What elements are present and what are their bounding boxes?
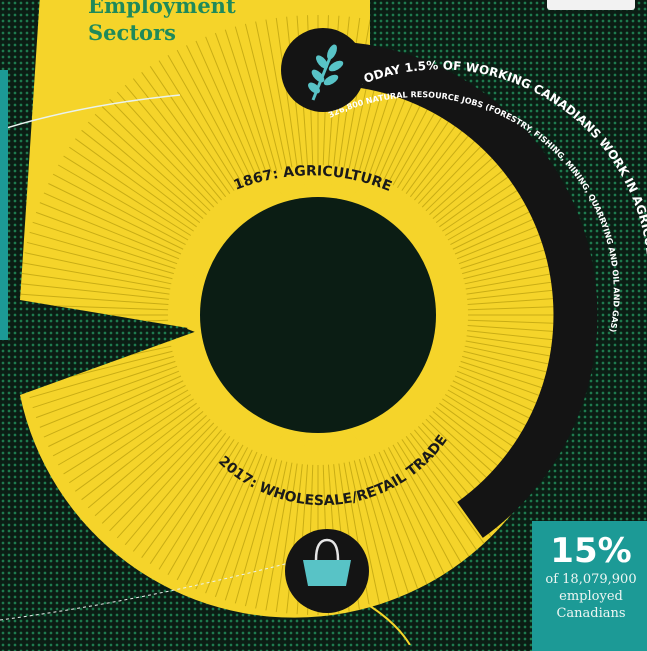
stat-canadians: Canadians bbox=[556, 606, 626, 621]
stat-percent: 15% bbox=[550, 531, 632, 571]
top-right-card bbox=[547, 0, 635, 10]
shopping-bag-icon bbox=[285, 529, 369, 613]
stat-employed: employed bbox=[559, 589, 623, 604]
decor-curve-top bbox=[0, 94, 181, 131]
stat-of-total: of 18,079,900 bbox=[545, 572, 637, 587]
stat-card: 15% of 18,079,900 employed Canadians bbox=[532, 521, 647, 651]
heading-employment: Employment bbox=[88, 0, 236, 18]
black-arc-band bbox=[319, 40, 598, 538]
decor-curve-yellow bbox=[359, 599, 411, 645]
inner-circle bbox=[186, 183, 450, 447]
decor-curve-bottom bbox=[0, 559, 301, 621]
wheat-icon bbox=[281, 28, 365, 112]
left-teal-strip bbox=[0, 70, 8, 340]
heading-sectors: Sectors bbox=[88, 20, 176, 45]
